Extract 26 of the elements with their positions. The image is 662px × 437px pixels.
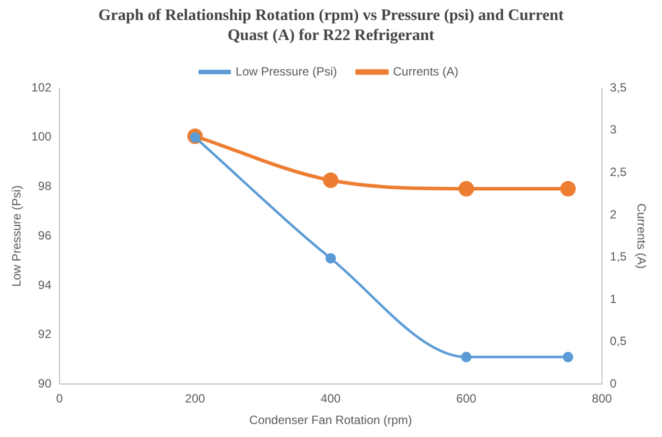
y2-tick-label: 3: [610, 122, 617, 137]
chart-title: Graph of Relationship Rotation (rpm) vs Pressure (psi) and Current Quast (A) for R22 Refrigerant: [97, 6, 565, 46]
y-tick-label: 90: [38, 376, 52, 391]
y2-tick-label: 1: [610, 292, 617, 306]
y2-tick-label: 3,5: [610, 80, 627, 94]
y2-tick-label: 1,5: [610, 250, 627, 264]
y2-tick-label: 0,5: [610, 334, 627, 348]
y-tick-label: 102: [31, 80, 52, 94]
x-tick-label: 400: [320, 392, 341, 406]
y-tick-label: 98: [38, 179, 52, 194]
y2-axis-title: Currents (A): [634, 203, 648, 269]
y2-tick-label: 2: [610, 207, 617, 222]
legend-label: Low Pressure (Psi): [236, 64, 338, 78]
y-tick-label: 96: [38, 228, 52, 242]
x-axis-title: Condenser Fan Rotation (rpm): [249, 413, 412, 428]
legend-label: Currents (A): [393, 64, 458, 78]
x-tick-label: 600: [456, 392, 477, 406]
y-tick-label: 92: [38, 327, 52, 342]
y2-tick-label: 0: [610, 376, 617, 391]
y-tick-label: 100: [31, 130, 52, 144]
y-tick-label: 94: [38, 278, 52, 292]
y-axis-title: Low Pressure (Psi): [10, 185, 24, 287]
y2-tick-label: 2,5: [610, 164, 627, 179]
x-tick-label: 200: [185, 392, 206, 406]
x-tick-label: 800: [592, 392, 612, 406]
x-tick-label: 0: [56, 392, 64, 406]
